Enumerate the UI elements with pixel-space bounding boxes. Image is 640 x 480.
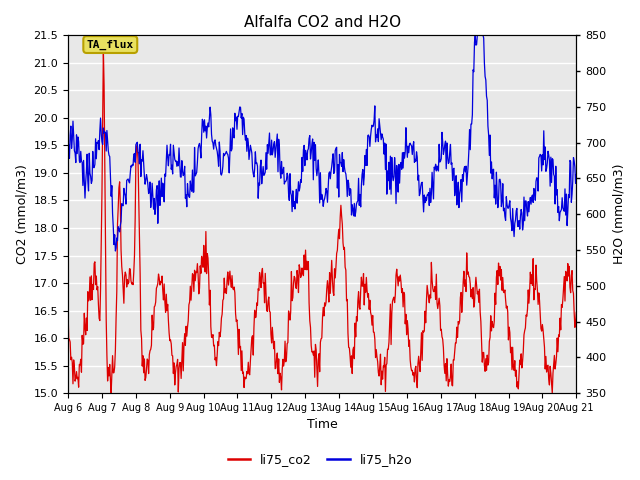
Text: TA_flux: TA_flux [86,39,134,49]
Legend: li75_co2, li75_h2o: li75_co2, li75_h2o [223,448,417,471]
Y-axis label: H2O (mmol/m3): H2O (mmol/m3) [612,164,625,264]
Y-axis label: CO2 (mmol/m3): CO2 (mmol/m3) [15,164,28,264]
X-axis label: Time: Time [307,419,337,432]
Title: Alfalfa CO2 and H2O: Alfalfa CO2 and H2O [244,15,401,30]
